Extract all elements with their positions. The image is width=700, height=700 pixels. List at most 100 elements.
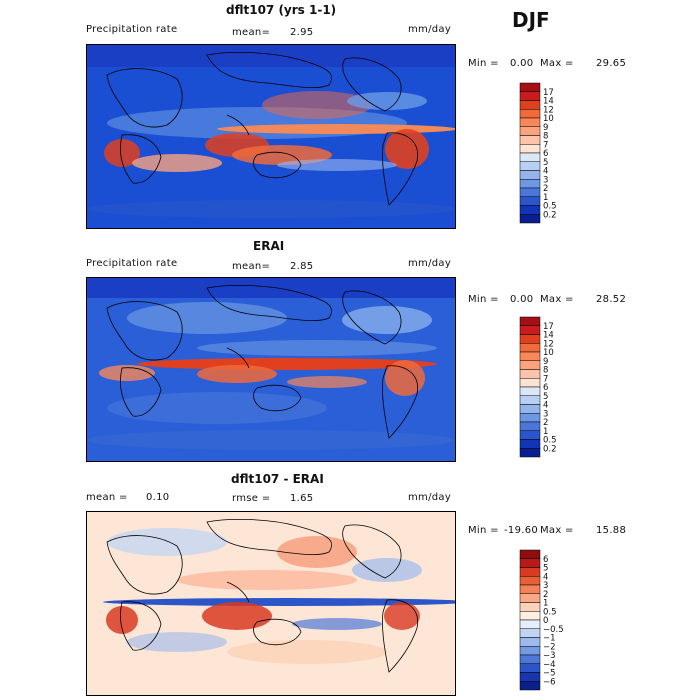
colorbar-1-swatch bbox=[519, 117, 541, 127]
colorbar-2-swatch bbox=[519, 395, 541, 405]
colorbar-3-swatch bbox=[519, 628, 541, 638]
panel-1-max-value: 29.65 bbox=[596, 58, 627, 69]
panel-1-mean-value: 2.95 bbox=[290, 27, 314, 38]
panel-3-title: dflt107 - ERAI bbox=[231, 472, 324, 486]
colorbar-3-tick-label: −1 bbox=[543, 634, 556, 644]
panel-2-min-value: 0.00 bbox=[510, 294, 534, 305]
colorbar-1-tick-label: 7 bbox=[543, 140, 548, 150]
colorbar-1-swatch bbox=[519, 170, 541, 180]
colorbar-2-tick-label: 7 bbox=[543, 374, 548, 384]
colorbar-2-tick-label: 4 bbox=[543, 401, 548, 411]
colorbar-3-tick-label: 0 bbox=[543, 616, 548, 626]
colorbar-1-swatch bbox=[519, 196, 541, 206]
colorbar-3-tick-label: −6 bbox=[543, 677, 556, 687]
panel-1-min-value: 0.00 bbox=[510, 58, 534, 69]
colorbar-2-swatch bbox=[519, 369, 541, 379]
colorbar-2-tick-label: 6 bbox=[543, 383, 548, 393]
colorbar-1-tick-label: 9 bbox=[543, 123, 548, 133]
colorbar-3-swatch bbox=[519, 576, 541, 586]
panel-3-mean-label: mean = bbox=[86, 492, 128, 503]
colorbar-1-tick-label: 8 bbox=[543, 132, 548, 142]
colorbar-2-swatch bbox=[519, 404, 541, 414]
colorbar-3-swatch bbox=[519, 646, 541, 656]
panel-3-mean-value: 0.10 bbox=[146, 492, 170, 503]
colorbar-1-swatch bbox=[519, 109, 541, 119]
panel-1-colorbar: 17 14 12 10 9 8 7 6 5 4 3 2 1 0.5 0.2 bbox=[519, 80, 590, 226]
colorbar-1-tick-label: 10 bbox=[543, 114, 554, 124]
panel-1-title: dflt107 (yrs 1-1) bbox=[226, 3, 337, 17]
panel-3-map bbox=[86, 511, 456, 696]
colorbar-2-tick-label: 3 bbox=[543, 409, 548, 419]
panel-2-title: ERAI bbox=[253, 239, 285, 253]
panel-1-max-label: Max = bbox=[540, 58, 574, 69]
colorbar-1-tick-label: 1 bbox=[543, 193, 548, 203]
colorbar-3-tick-label: −2 bbox=[543, 642, 556, 652]
colorbar-3-swatch bbox=[519, 663, 541, 673]
panel-2-max-value: 28.52 bbox=[596, 294, 627, 305]
colorbar-2-tick-label: 1 bbox=[543, 427, 548, 437]
colorbar-3-swatch bbox=[519, 584, 541, 594]
panel-3-rmse-label: rmse = bbox=[232, 493, 271, 504]
panel-2-mean-value: 2.85 bbox=[290, 261, 314, 272]
colorbar-1-tick-label: 6 bbox=[543, 149, 548, 159]
colorbar-1-tick-label: 12 bbox=[543, 105, 554, 115]
colorbar-1-swatch bbox=[519, 205, 541, 215]
colorbar-2-swatch bbox=[519, 325, 541, 335]
colorbar-1-tick-label: 0.5 bbox=[543, 202, 557, 212]
panel-3-max-label: Max = bbox=[540, 525, 574, 536]
panel-2-variable-label: Precipitation rate bbox=[86, 258, 178, 269]
colorbar-1-swatch bbox=[519, 144, 541, 154]
colorbar-1-swatch bbox=[519, 161, 541, 171]
colorbar-1-tick-label: 17 bbox=[543, 88, 554, 98]
colorbar-3-tick-label: −3 bbox=[543, 651, 556, 661]
colorbar-3-swatch bbox=[519, 681, 541, 691]
colorbar-2-swatch bbox=[519, 334, 541, 344]
colorbar-3-swatch bbox=[519, 619, 541, 629]
colorbar-3-swatch bbox=[519, 549, 541, 559]
panel-1-min-label: Min = bbox=[468, 58, 499, 69]
panel-3-rmse-value: 1.65 bbox=[290, 493, 314, 504]
colorbar-1-tick-label: 2 bbox=[543, 184, 548, 194]
colorbar-1-swatch bbox=[519, 179, 541, 189]
colorbar-2-tick-label: 8 bbox=[543, 366, 548, 376]
colorbar-2-swatch bbox=[519, 439, 541, 449]
colorbar-1-tick-label: 4 bbox=[543, 167, 548, 177]
colorbar-3-swatch bbox=[519, 558, 541, 568]
colorbar-1-tick-label: 14 bbox=[543, 97, 554, 107]
colorbar-1-tick-label: 3 bbox=[543, 175, 548, 185]
panel-3-units: mm/day bbox=[408, 492, 452, 503]
colorbar-3-tick-label: 3 bbox=[543, 581, 548, 591]
colorbar-3-swatch bbox=[519, 637, 541, 647]
colorbar-2-swatch bbox=[519, 430, 541, 440]
panel-3-colorbar: 6 5 4 3 2 1 0.5 0 −0.5 −1 −2 −3 −4 −5 −6 bbox=[519, 547, 590, 693]
panel-1-map bbox=[86, 44, 456, 229]
colorbar-3-tick-label: 2 bbox=[543, 590, 548, 600]
colorbar-2-tick-label: 12 bbox=[543, 339, 554, 349]
colorbar-3-tick-label: 0.5 bbox=[543, 607, 557, 617]
panel-3-min-label: Min = bbox=[468, 525, 499, 536]
colorbar-2-tick-label: 0.5 bbox=[543, 436, 557, 446]
colorbar-1-swatch bbox=[519, 91, 541, 101]
colorbar-3-swatch bbox=[519, 593, 541, 603]
colorbar-2-tick-label: 17 bbox=[543, 322, 554, 332]
colorbar-2-swatch bbox=[519, 351, 541, 361]
colorbar-1-swatch bbox=[519, 152, 541, 162]
colorbar-1-swatch bbox=[519, 100, 541, 110]
colorbar-3-swatch bbox=[519, 672, 541, 682]
colorbar-2-tick-label: 14 bbox=[543, 331, 554, 341]
colorbar-3-tick-label: −5 bbox=[543, 669, 556, 679]
colorbar-2-tick-label: 2 bbox=[543, 418, 548, 428]
colorbar-2-swatch bbox=[519, 360, 541, 370]
colorbar-1-tick-label: 0.2 bbox=[543, 210, 557, 220]
colorbar-3-tick-label: 1 bbox=[543, 599, 548, 609]
colorbar-3-swatch bbox=[519, 567, 541, 577]
colorbar-3-tick-label: 4 bbox=[543, 572, 548, 582]
panel-2-mean-label: mean= bbox=[232, 261, 271, 272]
colorbar-2-swatch bbox=[519, 343, 541, 353]
colorbar-1-swatch bbox=[519, 126, 541, 136]
colorbar-1-swatch bbox=[519, 214, 541, 224]
panel-3-max-value: 15.88 bbox=[596, 525, 627, 536]
colorbar-2-tick-label: 10 bbox=[543, 348, 554, 358]
colorbar-3-tick-label: 5 bbox=[543, 564, 548, 574]
panel-2-colorbar: 17 14 12 10 9 8 7 6 5 4 3 2 1 0.5 0.2 bbox=[519, 314, 590, 460]
